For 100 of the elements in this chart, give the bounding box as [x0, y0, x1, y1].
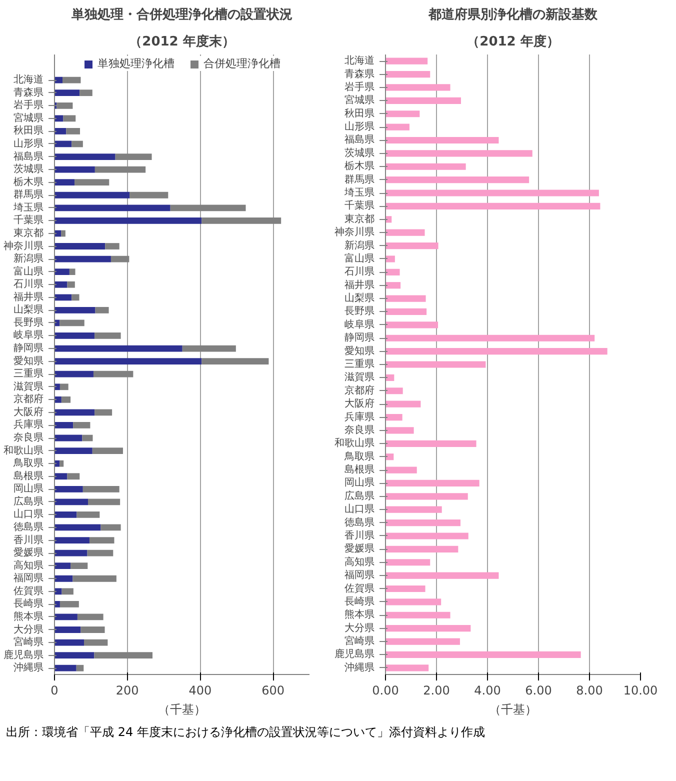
bar — [115, 154, 152, 160]
x-tick-label: 400 — [188, 684, 212, 698]
y-tick-label: 京都府 — [14, 393, 44, 406]
bar — [386, 506, 442, 513]
bar — [54, 434, 82, 442]
bar — [61, 396, 71, 403]
bar — [60, 460, 64, 467]
bar — [386, 651, 581, 658]
chart-subtitle: （2012 年度） — [466, 34, 560, 50]
chart-title: 都道府県別浄化槽の新設基数 — [428, 6, 598, 22]
y-tick-label: 秋田県 — [14, 124, 44, 137]
bar — [54, 498, 88, 506]
bar — [69, 268, 76, 276]
bar — [54, 294, 72, 301]
y-tick-label: 埼玉県 — [12, 201, 44, 214]
y-tick-label: 群馬県 — [14, 188, 44, 201]
bar — [61, 230, 66, 237]
y-tick-label: 兵庫県 — [14, 418, 44, 431]
bar — [94, 409, 112, 416]
y-tick-label: 新潟県 — [14, 252, 44, 265]
y-tick-label: 神奈川県 — [334, 226, 374, 238]
bar — [386, 58, 428, 64]
chart-title: 単独処理・合併処理浄化槽の設置状況 — [70, 6, 292, 22]
y-tick-label: 徳島県 — [344, 516, 374, 528]
y-tick-label: 佐賀県 — [344, 582, 374, 594]
bar — [62, 76, 81, 84]
bar — [54, 409, 95, 416]
bar — [386, 493, 468, 500]
y-tick-label: 長野県 — [344, 306, 374, 318]
bar — [54, 626, 81, 633]
y-tick-label: 長崎県 — [344, 595, 374, 608]
bar — [93, 370, 134, 378]
bar — [386, 295, 426, 302]
bar — [60, 384, 68, 390]
bar — [386, 664, 429, 672]
y-tick-label: 静岡県 — [14, 342, 44, 354]
y-tick-label: 富山県 — [14, 265, 44, 278]
y-tick-label: 京都府 — [344, 384, 374, 396]
y-tick-label: 山口県 — [344, 503, 374, 516]
y-tick-label: 大阪府 — [14, 406, 44, 418]
bar — [386, 124, 410, 130]
bar — [386, 84, 450, 91]
bar — [54, 90, 80, 96]
y-tick-label: 和歌山県 — [334, 437, 374, 450]
x-tick-label: 0.00 — [372, 684, 399, 698]
x-tick-label: 600 — [262, 684, 285, 698]
y-tick-label: 鳥取県 — [344, 450, 374, 462]
y-tick-label: 福岡県 — [344, 569, 374, 582]
bar — [54, 256, 111, 262]
y-tick-label: 新潟県 — [344, 239, 374, 252]
y-tick-label: 沖縄県 — [344, 661, 374, 674]
y-tick-label: 埼玉県 — [344, 186, 374, 199]
bar — [60, 600, 79, 608]
bar — [95, 306, 109, 314]
y-tick-label: 青森県 — [344, 68, 374, 80]
bar — [386, 440, 476, 447]
bar — [54, 306, 96, 314]
bar — [130, 192, 168, 198]
chart-subtitle: （2012 年度末） — [129, 34, 235, 50]
bar — [54, 422, 74, 428]
bar — [182, 345, 236, 352]
y-tick-label: 大分県 — [344, 622, 374, 634]
bar — [386, 520, 460, 526]
y-tick-label: 広島県 — [344, 490, 374, 502]
bar — [386, 625, 471, 632]
bar — [72, 140, 83, 148]
bar — [67, 281, 75, 288]
bar — [76, 512, 100, 518]
bar — [100, 524, 121, 531]
bar — [202, 217, 282, 224]
bar — [54, 166, 95, 173]
bar — [84, 639, 108, 646]
bar — [110, 256, 130, 262]
y-tick-label: 熊本県 — [344, 608, 374, 621]
y-tick-label: 山形県 — [14, 137, 44, 150]
bar — [386, 268, 400, 276]
bar — [386, 388, 403, 394]
x-tick-label: 4.00 — [474, 684, 501, 698]
y-tick-label: 愛媛県 — [344, 542, 374, 555]
bar — [54, 76, 63, 84]
bar — [386, 334, 595, 342]
bar — [54, 486, 83, 492]
bar — [94, 332, 121, 339]
bar — [72, 294, 80, 301]
bar — [386, 361, 486, 368]
y-tick-label: 北海道 — [14, 74, 44, 86]
bar — [386, 150, 532, 157]
y-tick-label: 長崎県 — [14, 598, 44, 610]
bar — [386, 190, 599, 196]
bar — [54, 345, 182, 352]
x-axis-title: （千基） — [489, 702, 537, 716]
bar — [73, 422, 90, 428]
bar — [170, 204, 246, 212]
bar — [72, 575, 116, 582]
bar — [54, 537, 90, 544]
bar — [386, 136, 499, 144]
bar — [386, 348, 608, 355]
bar — [386, 414, 402, 421]
y-tick-label: 高知県 — [344, 556, 374, 568]
bar — [54, 448, 92, 454]
